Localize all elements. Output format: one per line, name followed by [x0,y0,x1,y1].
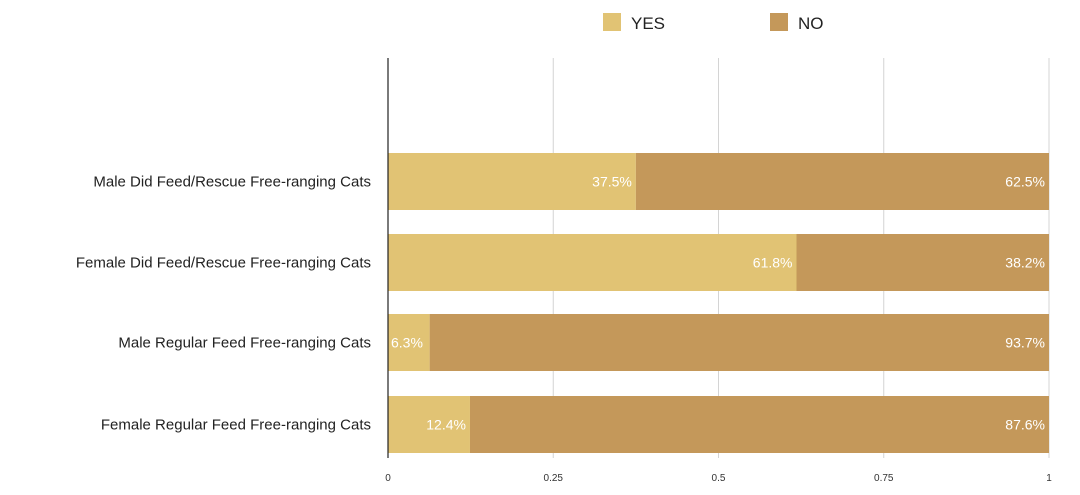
x-tick-label: 0.5 [712,473,726,484]
bar-segment-yes [388,314,430,371]
x-tick-label: 0.75 [874,473,894,484]
data-label-no: 93.7% [1005,335,1045,351]
legend-swatch-yes [603,13,621,31]
data-label-yes: 61.8% [753,255,793,271]
category-label: Female Did Feed/Rescue Free-ranging Cats [76,255,371,272]
bar-segment-yes [388,153,636,210]
legend-label-no: NO [798,14,824,33]
data-label-no: 87.6% [1005,417,1045,433]
data-label-no: 62.5% [1005,174,1045,190]
data-label-yes: 6.3% [391,335,423,351]
axes: 0 0.25 0.5 0.75 1 [385,58,1052,484]
legend-label-yes: YES [631,14,665,33]
category-label: Male Regular Feed Free-ranging Cats [118,335,371,352]
labels: Male Did Feed/Rescue Free-ranging Cats Fe… [76,174,1045,434]
data-label-no: 38.2% [1005,255,1045,271]
bar-segment-yes [388,396,470,453]
data-label-yes: 37.5% [592,174,632,190]
bars [388,153,1049,453]
legend: YES NO [603,13,824,33]
category-label: Male Did Feed/Rescue Free-ranging Cats [93,174,371,191]
data-label-yes: 12.4% [426,417,466,433]
x-tick-label: 0.25 [544,473,564,484]
category-label: Female Regular Feed Free-ranging Cats [101,417,371,434]
bar-segment-no [429,314,1049,371]
bar-segment-no [796,234,1049,291]
legend-swatch-no [770,13,788,31]
bar-segment-no [469,396,1049,453]
bar-segment-no [635,153,1049,210]
bar-segment-yes [388,234,797,291]
x-tick-label: 1 [1046,473,1052,484]
x-tick-label: 0 [385,473,391,484]
